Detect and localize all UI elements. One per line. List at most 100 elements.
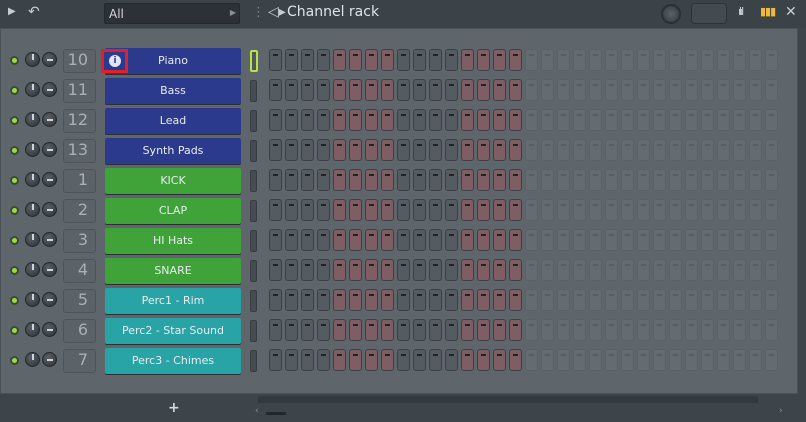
step-button[interactable] (413, 109, 426, 131)
step-button[interactable] (365, 199, 378, 221)
step-button[interactable] (637, 139, 650, 161)
step-button[interactable] (413, 199, 426, 221)
step-button[interactable] (301, 79, 314, 101)
step-button[interactable] (621, 289, 634, 311)
scroll-right-icon[interactable]: › (779, 406, 783, 416)
step-button[interactable] (765, 199, 778, 221)
step-button[interactable] (333, 79, 346, 101)
step-button[interactable] (477, 139, 490, 161)
step-button[interactable] (381, 109, 394, 131)
step-button[interactable] (333, 319, 346, 341)
step-button[interactable] (365, 139, 378, 161)
step-button[interactable] (685, 109, 698, 131)
step-button[interactable] (269, 229, 282, 251)
step-button[interactable] (333, 289, 346, 311)
step-button[interactable] (301, 349, 314, 371)
step-button[interactable] (701, 109, 714, 131)
step-button[interactable] (669, 79, 682, 101)
step-button[interactable] (637, 199, 650, 221)
channel-select[interactable] (250, 350, 257, 372)
step-button[interactable] (461, 349, 474, 371)
step-button[interactable] (557, 199, 570, 221)
pan-knob[interactable] (42, 232, 57, 247)
step-button[interactable] (749, 109, 762, 131)
step-button[interactable] (365, 169, 378, 191)
step-button[interactable] (317, 49, 330, 71)
pan-knob[interactable] (42, 262, 57, 277)
step-button[interactable] (333, 49, 346, 71)
step-button[interactable] (461, 319, 474, 341)
step-button[interactable] (317, 289, 330, 311)
step-button[interactable] (525, 229, 538, 251)
step-button[interactable] (365, 289, 378, 311)
step-button[interactable] (765, 229, 778, 251)
step-button[interactable] (269, 169, 282, 191)
mixer-track-number[interactable]: 10 (63, 49, 96, 73)
step-button[interactable] (381, 349, 394, 371)
step-button[interactable] (269, 109, 282, 131)
step-button[interactable] (557, 49, 570, 71)
step-button[interactable] (509, 79, 522, 101)
step-button[interactable] (637, 49, 650, 71)
step-button[interactable] (349, 79, 362, 101)
drag-handle-icon[interactable]: ⋮ (252, 5, 265, 20)
step-button[interactable] (589, 319, 602, 341)
step-button[interactable] (525, 169, 538, 191)
step-button[interactable] (429, 319, 442, 341)
step-button[interactable] (429, 49, 442, 71)
step-button[interactable] (461, 79, 474, 101)
step-button[interactable] (765, 139, 778, 161)
step-button[interactable] (397, 139, 410, 161)
step-button[interactable] (381, 229, 394, 251)
step-button[interactable] (509, 109, 522, 131)
step-button[interactable] (541, 79, 554, 101)
volume-knob[interactable] (25, 52, 40, 67)
step-button[interactable] (493, 79, 506, 101)
step-button[interactable] (525, 79, 538, 101)
step-button[interactable] (685, 199, 698, 221)
step-button[interactable] (749, 229, 762, 251)
step-button[interactable] (493, 349, 506, 371)
step-button[interactable] (477, 289, 490, 311)
step-button[interactable] (605, 319, 618, 341)
step-button[interactable] (397, 79, 410, 101)
step-button[interactable] (669, 109, 682, 131)
step-button[interactable] (493, 319, 506, 341)
step-button[interactable] (317, 139, 330, 161)
step-button[interactable] (621, 229, 634, 251)
step-button[interactable] (765, 169, 778, 191)
step-button[interactable] (445, 139, 458, 161)
step-button[interactable] (733, 139, 746, 161)
step-button[interactable] (445, 169, 458, 191)
step-button[interactable] (285, 229, 298, 251)
step-button[interactable] (381, 289, 394, 311)
step-button[interactable] (669, 349, 682, 371)
step-button[interactable] (685, 229, 698, 251)
step-button[interactable] (589, 229, 602, 251)
step-button[interactable] (285, 109, 298, 131)
step-button[interactable] (749, 139, 762, 161)
step-button[interactable] (717, 259, 730, 281)
step-button[interactable] (685, 349, 698, 371)
mixer-track-number[interactable]: 13 (63, 139, 96, 163)
mixer-track-number[interactable]: 3 (63, 229, 96, 253)
step-button[interactable] (493, 109, 506, 131)
info-icon-highlight[interactable]: i (101, 49, 128, 73)
step-button[interactable] (589, 139, 602, 161)
step-button[interactable] (765, 49, 778, 71)
step-button[interactable] (669, 49, 682, 71)
step-button[interactable] (317, 259, 330, 281)
step-button[interactable] (493, 259, 506, 281)
step-button[interactable] (477, 199, 490, 221)
step-button[interactable] (765, 349, 778, 371)
pan-knob[interactable] (42, 202, 57, 217)
horizontal-scroll-thumb[interactable] (266, 412, 286, 415)
mute-led[interactable] (10, 326, 19, 335)
step-button[interactable] (445, 289, 458, 311)
channel-button[interactable]: SNARE (105, 258, 241, 284)
step-button[interactable] (765, 109, 778, 131)
step-button[interactable] (381, 49, 394, 71)
step-button[interactable] (637, 169, 650, 191)
step-button[interactable] (589, 169, 602, 191)
step-button[interactable] (413, 169, 426, 191)
